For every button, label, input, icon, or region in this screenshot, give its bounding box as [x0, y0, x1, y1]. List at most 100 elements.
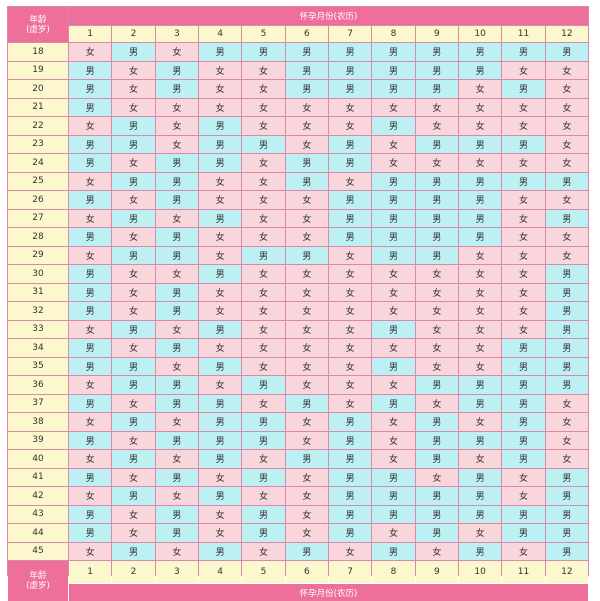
- gender-cell: 女: [198, 376, 242, 394]
- gender-cell: 女: [112, 191, 155, 209]
- month-header: 12: [545, 26, 588, 42]
- gender-cell: 男: [69, 135, 112, 153]
- gender-cell: 女: [372, 302, 415, 320]
- gender-cell: 男: [112, 43, 155, 61]
- gender-cell: 男: [372, 228, 415, 246]
- gender-cell: 女: [415, 265, 458, 283]
- gender-cell: 男: [155, 431, 198, 449]
- gender-cell: 女: [372, 376, 415, 394]
- gender-cell: 男: [112, 209, 155, 227]
- gender-cell: 女: [155, 357, 198, 375]
- gender-cell: 女: [372, 339, 415, 357]
- gender-cell: 男: [372, 117, 415, 135]
- gender-cell: 男: [545, 505, 588, 523]
- gender-cell: 男: [458, 542, 502, 560]
- gender-cell: 女: [285, 135, 328, 153]
- gender-cell: 男: [372, 61, 415, 79]
- gender-cell: 女: [285, 487, 328, 505]
- gender-cell: 男: [155, 339, 198, 357]
- gender-cell: 女: [285, 413, 328, 431]
- gender-cell: 男: [285, 154, 328, 172]
- gender-cell: 女: [502, 265, 545, 283]
- gender-cell: 女: [328, 98, 372, 116]
- gender-cell: 男: [198, 209, 242, 227]
- month-header: 8: [372, 26, 415, 42]
- gender-cell: 男: [69, 61, 112, 79]
- gender-cell: 女: [415, 320, 458, 338]
- gender-cell: 女: [458, 339, 502, 357]
- gender-cell: 女: [112, 468, 155, 486]
- gender-cell: 女: [112, 265, 155, 283]
- gender-cell: 男: [155, 154, 198, 172]
- gender-cell: 男: [502, 339, 545, 357]
- gender-cell: 男: [155, 524, 198, 542]
- gender-cell: 男: [328, 80, 372, 98]
- gender-cell: 男: [328, 468, 372, 486]
- gender-cell: 女: [198, 191, 242, 209]
- gender-cell: 男: [328, 61, 372, 79]
- gender-cell: 女: [458, 524, 502, 542]
- age-cell: 44: [8, 524, 68, 542]
- gender-cell: 女: [372, 265, 415, 283]
- gender-cell: 女: [502, 154, 545, 172]
- gender-cell: 男: [198, 357, 242, 375]
- gender-cell: 女: [242, 394, 285, 412]
- gender-cell: 女: [285, 117, 328, 135]
- gender-cell: 男: [372, 505, 415, 523]
- age-label-line1: 年龄: [29, 14, 47, 25]
- gender-cell: 男: [415, 450, 458, 468]
- month-header: 7: [328, 26, 372, 42]
- month-footer: 1: [69, 561, 112, 583]
- gender-cell: 男: [112, 320, 155, 338]
- month-footer: 3: [155, 561, 198, 583]
- gender-cell: 女: [502, 61, 545, 79]
- gender-cell: 女: [112, 283, 155, 301]
- gender-cell: 女: [285, 524, 328, 542]
- gender-cell: 男: [502, 394, 545, 412]
- gender-cell: 男: [545, 209, 588, 227]
- gender-cell: 女: [328, 339, 372, 357]
- gender-cell: 男: [112, 135, 155, 153]
- gender-cell: 女: [545, 191, 588, 209]
- gender-cell: 女: [69, 320, 112, 338]
- gender-cell: 男: [545, 339, 588, 357]
- gender-cell: 男: [415, 191, 458, 209]
- gender-cell: 女: [415, 468, 458, 486]
- gender-cell: 女: [372, 98, 415, 116]
- gender-cell: 女: [285, 357, 328, 375]
- gender-cell: 男: [545, 487, 588, 505]
- gender-cell: 女: [242, 154, 285, 172]
- gender-cell: 女: [155, 135, 198, 153]
- gender-cell: 男: [372, 487, 415, 505]
- month-header: 2: [112, 26, 155, 42]
- gender-cell: 女: [458, 283, 502, 301]
- gender-cell: 男: [458, 228, 502, 246]
- gender-cell: 女: [285, 468, 328, 486]
- gender-cell: 男: [69, 302, 112, 320]
- gender-cell: 男: [415, 209, 458, 227]
- gender-cell: 女: [198, 228, 242, 246]
- gender-cell: 男: [458, 43, 502, 61]
- gender-cell: 女: [69, 376, 112, 394]
- gender-cell: 女: [372, 431, 415, 449]
- gender-cell: 女: [198, 61, 242, 79]
- gender-cell: 男: [502, 376, 545, 394]
- month-footer: 2: [112, 561, 155, 583]
- month-header: 9: [415, 26, 458, 42]
- gender-cell: 女: [242, 80, 285, 98]
- gender-cell: 女: [285, 265, 328, 283]
- gender-cell: 男: [155, 246, 198, 264]
- gender-cell: 女: [458, 320, 502, 338]
- gender-cell: 女: [112, 228, 155, 246]
- month-header: 11: [502, 26, 545, 42]
- gender-cell: 女: [242, 228, 285, 246]
- gender-cell: 女: [242, 283, 285, 301]
- gender-prediction-table: 年龄 (虚岁) 怀孕月份(农历) 1 2 3 4 5 6 7 8 9 10 11 12 18 女男女男男男男男男…: [7, 6, 589, 601]
- gender-cell: 女: [545, 413, 588, 431]
- age-cell: 34: [8, 339, 68, 357]
- gender-cell: 男: [502, 135, 545, 153]
- gender-cell: 女: [328, 283, 372, 301]
- gender-cell: 男: [328, 228, 372, 246]
- gender-cell: 女: [328, 394, 372, 412]
- gender-cell: 男: [198, 265, 242, 283]
